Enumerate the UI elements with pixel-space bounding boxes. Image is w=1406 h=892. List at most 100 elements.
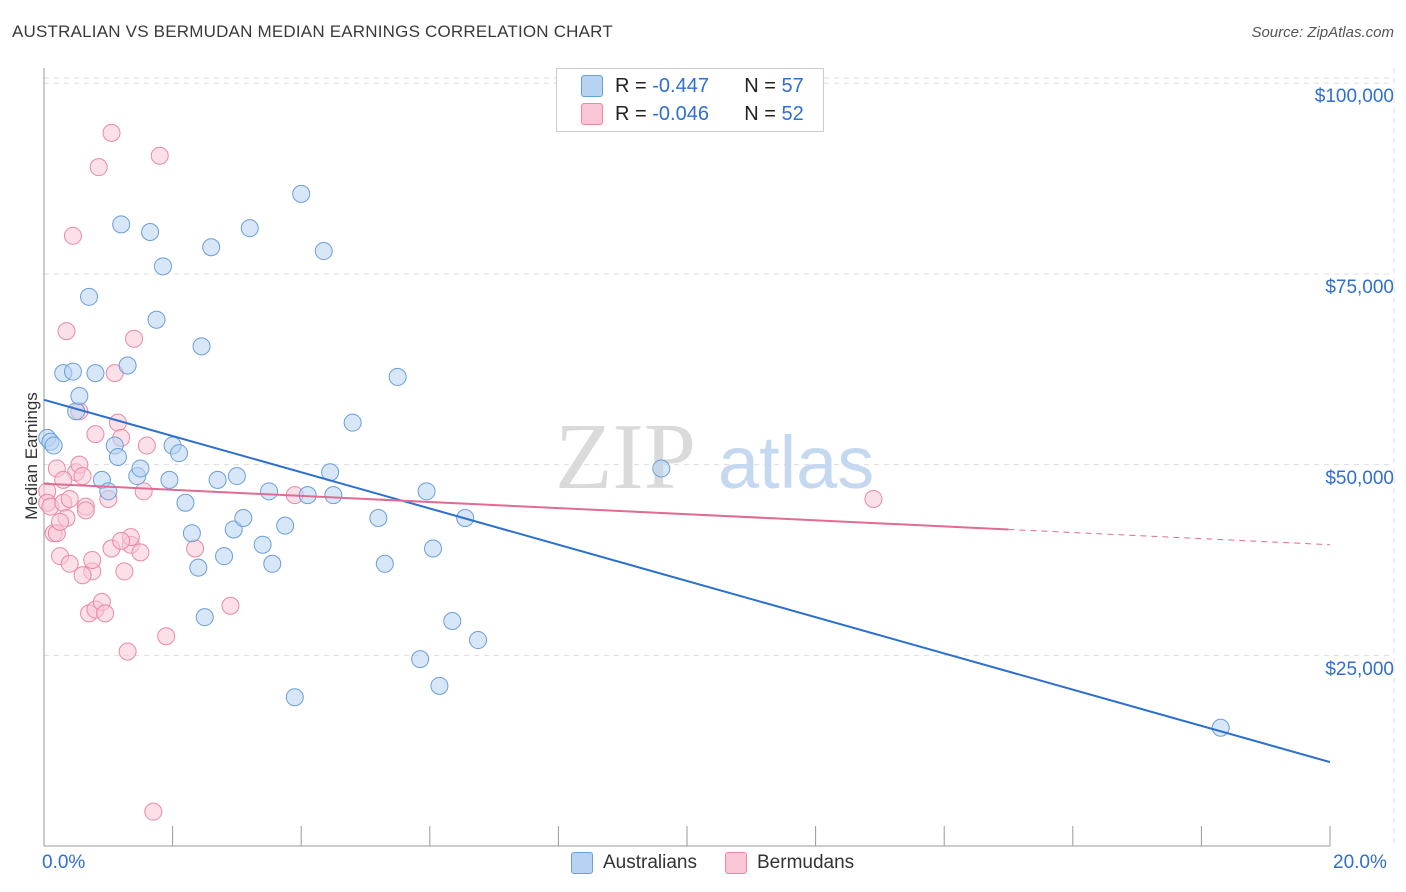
legend-r-label: R =	[615, 102, 647, 125]
bermudans-point	[115, 562, 134, 581]
australians-point	[388, 367, 407, 386]
y-axis-label: Median Earnings	[22, 392, 41, 520]
australians-point	[192, 337, 211, 356]
australians-point	[285, 688, 304, 707]
legend-r-value: -0.447	[652, 74, 709, 97]
legend-swatch-pink	[581, 103, 603, 125]
bermudans-point	[144, 802, 163, 821]
australians-point	[63, 362, 82, 381]
australians-point	[182, 524, 201, 543]
watermark-zip: ZIP	[555, 405, 696, 509]
legend-item-australians[interactable]: Australians	[571, 852, 697, 874]
bermudans-point	[118, 642, 137, 661]
chart-source: Source: ZipAtlas.com	[1251, 24, 1394, 41]
australians-point	[202, 238, 221, 257]
australians-point	[112, 215, 131, 234]
bermudans-point	[89, 158, 108, 177]
australians-point	[375, 554, 394, 573]
australians-point	[131, 459, 150, 478]
bermudans-point	[86, 425, 105, 444]
australians-point	[118, 356, 137, 375]
bermudans-point	[150, 146, 169, 165]
x-tick-label: 20.0%	[1333, 852, 1387, 873]
australians-point	[324, 486, 343, 505]
legend-n-label: N =	[744, 74, 776, 97]
australians-point	[108, 448, 127, 466]
bermudans-point	[57, 322, 76, 341]
bermudans-point	[63, 226, 82, 245]
legend-label: Australians	[603, 852, 697, 873]
australians-point	[240, 219, 259, 238]
bermudans-point	[864, 489, 883, 508]
bermudans-point	[96, 604, 115, 623]
legend-swatch-blue	[581, 75, 603, 97]
chart-title: AUSTRALIAN VS BERMUDAN MEDIAN EARNINGS C…	[12, 22, 613, 41]
australians-point	[227, 467, 246, 486]
australians-point	[369, 509, 388, 528]
australians-point	[469, 631, 488, 650]
australians-point	[80, 287, 99, 306]
bermudans-point	[102, 123, 121, 142]
y-tick-label: $25,000	[1325, 659, 1394, 680]
australians-point	[99, 482, 118, 501]
y-tick-label: $100,000	[1314, 86, 1394, 107]
australians-point	[147, 310, 166, 329]
australians-point	[411, 650, 430, 669]
australians-point	[160, 470, 179, 489]
australians-point	[417, 482, 436, 501]
bermudans-point	[60, 554, 79, 573]
bermudans-point	[134, 482, 153, 501]
australians-point	[443, 611, 462, 630]
series-legend: Australians Bermudans	[571, 852, 882, 874]
legend-n-label: N =	[744, 102, 776, 125]
australians-point	[343, 413, 362, 432]
axes	[43, 68, 1331, 847]
trend-lines	[43, 398, 1331, 764]
australians-point	[263, 554, 282, 573]
bermudans-trend-line	[43, 482, 1009, 531]
bermudans-point	[51, 512, 70, 531]
legend-swatch-pink	[725, 852, 747, 874]
australians-point	[141, 222, 160, 241]
australians-point	[253, 535, 272, 554]
australians-point	[208, 470, 227, 489]
bermudans-point	[73, 566, 92, 585]
legend-n-value: 52	[781, 102, 804, 125]
australians-trend-line	[43, 398, 1331, 764]
watermark-atlas: atlas	[718, 421, 874, 504]
legend-item-bermudans[interactable]: Bermudans	[725, 852, 854, 874]
bermudans-point	[125, 329, 144, 348]
bermudans-point	[186, 539, 205, 558]
australians-points	[38, 184, 1230, 737]
y-tick-label: $75,000	[1325, 277, 1394, 298]
australians-point	[195, 608, 214, 627]
x-tick-label: 0.0%	[42, 852, 86, 873]
bermudans-point	[76, 501, 95, 520]
australians-point	[70, 386, 89, 405]
bermudans-point	[137, 436, 156, 455]
australians-point	[652, 459, 671, 478]
australians-point	[276, 516, 295, 535]
legend-swatch-blue	[571, 852, 593, 874]
legend-label: Bermudans	[757, 852, 855, 873]
bermudans-point	[112, 531, 131, 550]
australians-point	[234, 509, 253, 528]
bermudans-point	[73, 467, 92, 486]
legend-r-value: -0.046	[652, 102, 709, 125]
watermark: ZIP atlas	[555, 405, 874, 509]
legend-row-bermudans: R = -0.046 N = 52	[581, 101, 804, 127]
legend-r-label: R =	[615, 74, 647, 97]
australians-point	[176, 493, 195, 512]
bermudans-points	[38, 123, 883, 821]
australians-point	[170, 444, 189, 463]
bermudans-point	[221, 596, 240, 615]
australians-point	[292, 184, 311, 203]
legend-n-value: 57	[781, 74, 804, 97]
y-tick-label: $50,000	[1325, 468, 1394, 489]
bermudans-point	[157, 627, 176, 646]
australians-point	[189, 558, 208, 577]
australians-point	[314, 242, 333, 261]
australians-point	[153, 257, 172, 276]
bermudans-point	[60, 489, 79, 508]
